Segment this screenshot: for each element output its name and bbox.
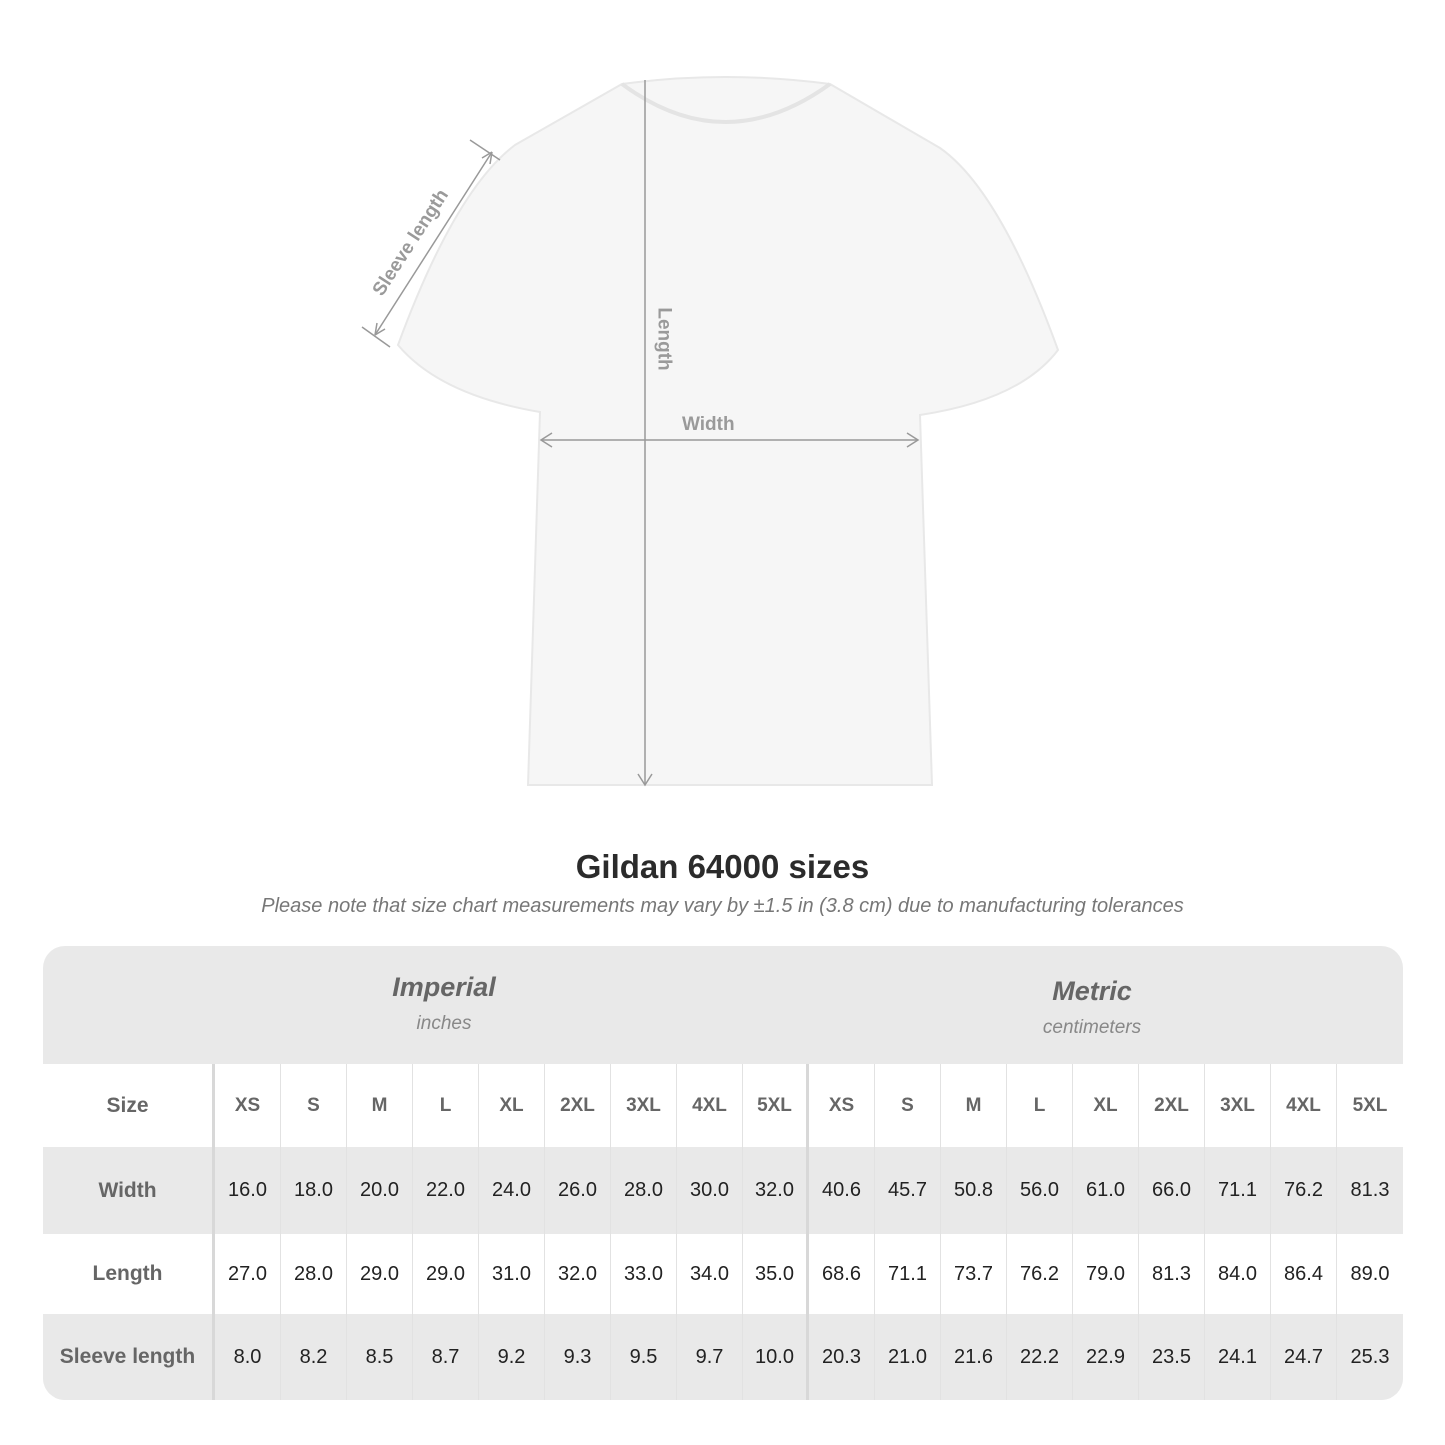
imperial-cell: 32.0 [743, 1147, 809, 1234]
tshirt-diagram [361, 76, 1060, 787]
row-label: Width [43, 1147, 215, 1234]
imperial-cell: 22.0 [413, 1147, 479, 1234]
size-column-header: 3XL [611, 1064, 677, 1147]
metric-cell: 76.2 [1007, 1234, 1073, 1314]
imperial-cell: 35.0 [743, 1234, 809, 1314]
size-column-header: M [347, 1064, 413, 1147]
metric-cell: 25.3 [1350, 1345, 1390, 1368]
width-label: Width [682, 414, 735, 435]
length-label: Length [653, 307, 675, 371]
metric-cell: 24.1 [1205, 1314, 1271, 1400]
table-row: Sleeve length 8.0 8.2 8.5 8.7 9.2 9.3 9.5 9.7 10.… [43, 1314, 1403, 1400]
imperial-label: Imperial [392, 972, 496, 1002]
imperial-cell: 28.0 [281, 1234, 347, 1314]
size-column-header: XS [215, 1064, 281, 1147]
table-row: Length 27.0 28.0 29.0 29.0 31.0 32.0 33.0 34.0 35… [43, 1234, 1403, 1314]
imperial-cell: 29.0 [347, 1234, 413, 1314]
imperial-cell: 26.0 [545, 1147, 611, 1234]
imperial-cell: 9.3 [545, 1314, 611, 1400]
metric-cell: 89.0 [1350, 1262, 1390, 1285]
imperial-cell: 31.0 [479, 1234, 545, 1314]
imperial-cell: 24.0 [479, 1147, 545, 1234]
page-title: Gildan 64000 sizes [575, 848, 870, 885]
imperial-cell: 9.2 [479, 1314, 545, 1400]
metric-cell: 23.5 [1139, 1314, 1205, 1400]
row-label: Sleeve length [43, 1314, 215, 1400]
metric-cell: 79.0 [1073, 1234, 1139, 1314]
imperial-cell: 8.0 [215, 1314, 281, 1400]
row-label: Length [43, 1234, 215, 1314]
imperial-cell: 29.0 [413, 1234, 479, 1314]
metric-cell: 22.2 [1007, 1314, 1073, 1400]
size-column-header: XS [809, 1064, 875, 1147]
size-column-header: 4XL [1271, 1064, 1337, 1147]
size-column-header: L [1007, 1064, 1073, 1147]
metric-cell: 21.0 [875, 1314, 941, 1400]
size-column-header: 3XL [1205, 1064, 1271, 1147]
tshirt-image [396, 76, 1060, 786]
metric-cell: 71.1 [875, 1234, 941, 1314]
sleeve-length-arrow [374, 151, 493, 336]
size-column-header: L [413, 1064, 479, 1147]
metric-cell: 24.7 [1271, 1314, 1337, 1400]
metric-cell: 61.0 [1073, 1147, 1139, 1234]
imperial-cell: 27.0 [215, 1234, 281, 1314]
size-column-header: 2XL [545, 1064, 611, 1147]
size-column-header: S [281, 1064, 347, 1147]
row-label: Size [43, 1064, 215, 1147]
imperial-cell: 28.0 [611, 1147, 677, 1234]
size-column-header: M [941, 1064, 1007, 1147]
metric-label: Metric [1052, 976, 1132, 1006]
metric-cell: 68.6 [809, 1234, 875, 1314]
metric-unit: centimeters [1042, 1017, 1142, 1038]
metric-cell: 20.3 [809, 1314, 875, 1400]
metric-cell: 84.0 [1205, 1234, 1271, 1314]
metric-header: Metric centimeters [795, 946, 1389, 1064]
size-column-header: XL [1073, 1064, 1139, 1147]
size-table: Imperial inches Metric centimeters Size X… [43, 946, 1403, 1400]
size-column-header: 4XL [677, 1064, 743, 1147]
size-header-row: Size XS S M L XL 2XL 3XL 4XL 5XL XS S M L XL 2XL 3XL 4XL 5… [43, 1064, 1403, 1147]
size-column-header: XL [479, 1064, 545, 1147]
metric-cell: 86.4 [1271, 1234, 1337, 1314]
imperial-cell: 8.5 [347, 1314, 413, 1400]
table-row: Width 16.0 18.0 20.0 22.0 24.0 26.0 28.0 30.0 32.… [43, 1147, 1403, 1234]
imperial-cell: 18.0 [281, 1147, 347, 1234]
imperial-cell: 8.2 [281, 1314, 347, 1400]
imperial-cell: 16.0 [215, 1147, 281, 1234]
metric-cell: 21.6 [941, 1314, 1007, 1400]
metric-cell: 73.7 [941, 1234, 1007, 1314]
imperial-cell: 20.0 [347, 1147, 413, 1234]
metric-cell: 76.2 [1271, 1147, 1337, 1234]
size-column-header: S [875, 1064, 941, 1147]
size-column-header: 5XL [1352, 1094, 1388, 1116]
imperial-cell: 10.0 [743, 1314, 809, 1400]
imperial-cell: 32.0 [545, 1234, 611, 1314]
imperial-cell: 9.7 [677, 1314, 743, 1400]
metric-cell: 50.8 [941, 1147, 1007, 1234]
metric-cell: 81.3 [1139, 1234, 1205, 1314]
metric-cell: 22.9 [1073, 1314, 1139, 1400]
imperial-cell: 34.0 [677, 1234, 743, 1314]
imperial-cell: 33.0 [611, 1234, 677, 1314]
metric-cell: 81.3 [1350, 1179, 1390, 1201]
imperial-unit: inches [416, 1013, 472, 1034]
imperial-cell: 8.7 [413, 1314, 479, 1400]
tolerance-note: Please note that size chart measurements… [261, 895, 1184, 917]
metric-cell: 45.7 [875, 1147, 941, 1234]
imperial-cell: 9.5 [611, 1314, 677, 1400]
metric-cell: 56.0 [1007, 1147, 1073, 1234]
imperial-cell: 30.0 [677, 1147, 743, 1234]
metric-cell: 40.6 [809, 1147, 875, 1234]
metric-cell: 71.1 [1205, 1147, 1271, 1234]
imperial-header: Imperial inches [215, 946, 673, 1064]
size-column-header: 2XL [1139, 1064, 1205, 1147]
metric-cell: 66.0 [1139, 1147, 1205, 1234]
size-column-header: 5XL [743, 1064, 809, 1147]
